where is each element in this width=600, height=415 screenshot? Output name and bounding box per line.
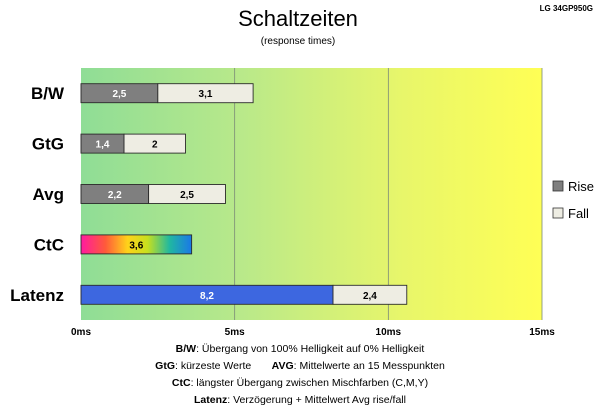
footnote-latenz: Latenz: Verzögerung + Mittelwert Avg ris… <box>0 394 600 406</box>
category-label-ctc: CtC <box>34 235 64 254</box>
legend-label-fall: Fall <box>568 206 589 221</box>
chart-subtitle: (response times) <box>261 36 335 47</box>
value-label-b-w-fall: 3,1 <box>199 89 213 100</box>
footnote-gtg-text: : kürzeste Werte <box>175 360 252 372</box>
footnote-gtg-avg: GtG: kürzeste Werte AVG: Mittelwerte an … <box>0 360 600 372</box>
footnote-bw-text: : Übergang von 100% Helligkeit auf 0% He… <box>196 343 425 355</box>
category-label-latenz: Latenz <box>10 286 64 305</box>
value-label-b-w-rise: 2,5 <box>112 89 126 100</box>
x-tick-label-5: 5ms <box>225 327 245 338</box>
x-tick-label-10: 10ms <box>376 327 402 338</box>
response-time-chart: Schaltzeiten (response times) LG 34GP950… <box>10 4 594 338</box>
footnote-bw: B/W: Übergang von 100% Helligkeit auf 0%… <box>0 343 600 355</box>
category-label-b-w: B/W <box>31 84 65 103</box>
bar-gtg-fall <box>123 133 186 154</box>
footnote-gtg-key: GtG <box>155 360 175 372</box>
category-label-avg: Avg <box>33 185 65 204</box>
footnote-latenz-key: Latenz <box>194 394 228 406</box>
x-tick-label-0: 0ms <box>71 327 91 338</box>
legend-swatch-rise <box>552 180 564 192</box>
legend-label-rise: Rise <box>568 179 594 194</box>
gridlines <box>234 68 543 320</box>
footnote-avg-key: AVG <box>271 360 294 372</box>
value-label-gtg-rise: 1,4 <box>96 140 110 151</box>
bars: 2,5 3,1 1,4 2 2,2 2,5 3,6 8,2 2,4 <box>80 83 408 305</box>
x-tick-label-15: 15ms <box>529 327 555 338</box>
x-tick-labels: 0ms 5ms 10ms 15ms <box>71 327 555 338</box>
bar-ctc-ctc <box>80 234 193 255</box>
footnote-bw-key: B/W <box>175 343 197 355</box>
legend: Rise Fall <box>552 179 594 221</box>
chart-title: Schaltzeiten <box>238 6 358 31</box>
model-label: LG 34GP950G <box>540 4 593 13</box>
value-label-ctc-ctc: 3,6 <box>129 240 143 251</box>
footnote-latenz-text: : Verzögerung + Mittelwert Avg rise/fall <box>227 394 406 406</box>
category-labels: B/W GtG Avg CtC Latenz <box>10 84 65 305</box>
footnote-avg-text: : Mittelwerte an 15 Messpunkten <box>293 360 445 372</box>
bar-b-w-fall <box>157 83 254 104</box>
value-label-avg-fall: 2,5 <box>180 190 194 201</box>
footnote-ctc-text: : längster Übergang zwischen Mischfarben… <box>190 377 429 389</box>
value-label-latenz-fall: 2,4 <box>363 291 377 302</box>
value-label-latenz-delay: 8,2 <box>200 291 214 302</box>
footnote-ctc-key: CtC <box>171 377 191 389</box>
value-label-avg-rise: 2,2 <box>108 190 122 201</box>
value-label-gtg-fall: 2 <box>152 140 158 151</box>
bar-latenz-fall <box>332 284 408 305</box>
bar-avg-fall <box>148 184 226 204</box>
category-label-gtg: GtG <box>32 135 64 154</box>
legend-swatch-fall <box>552 207 564 219</box>
footnote-ctc: CtC: längster Übergang zwischen Mischfar… <box>0 377 600 389</box>
